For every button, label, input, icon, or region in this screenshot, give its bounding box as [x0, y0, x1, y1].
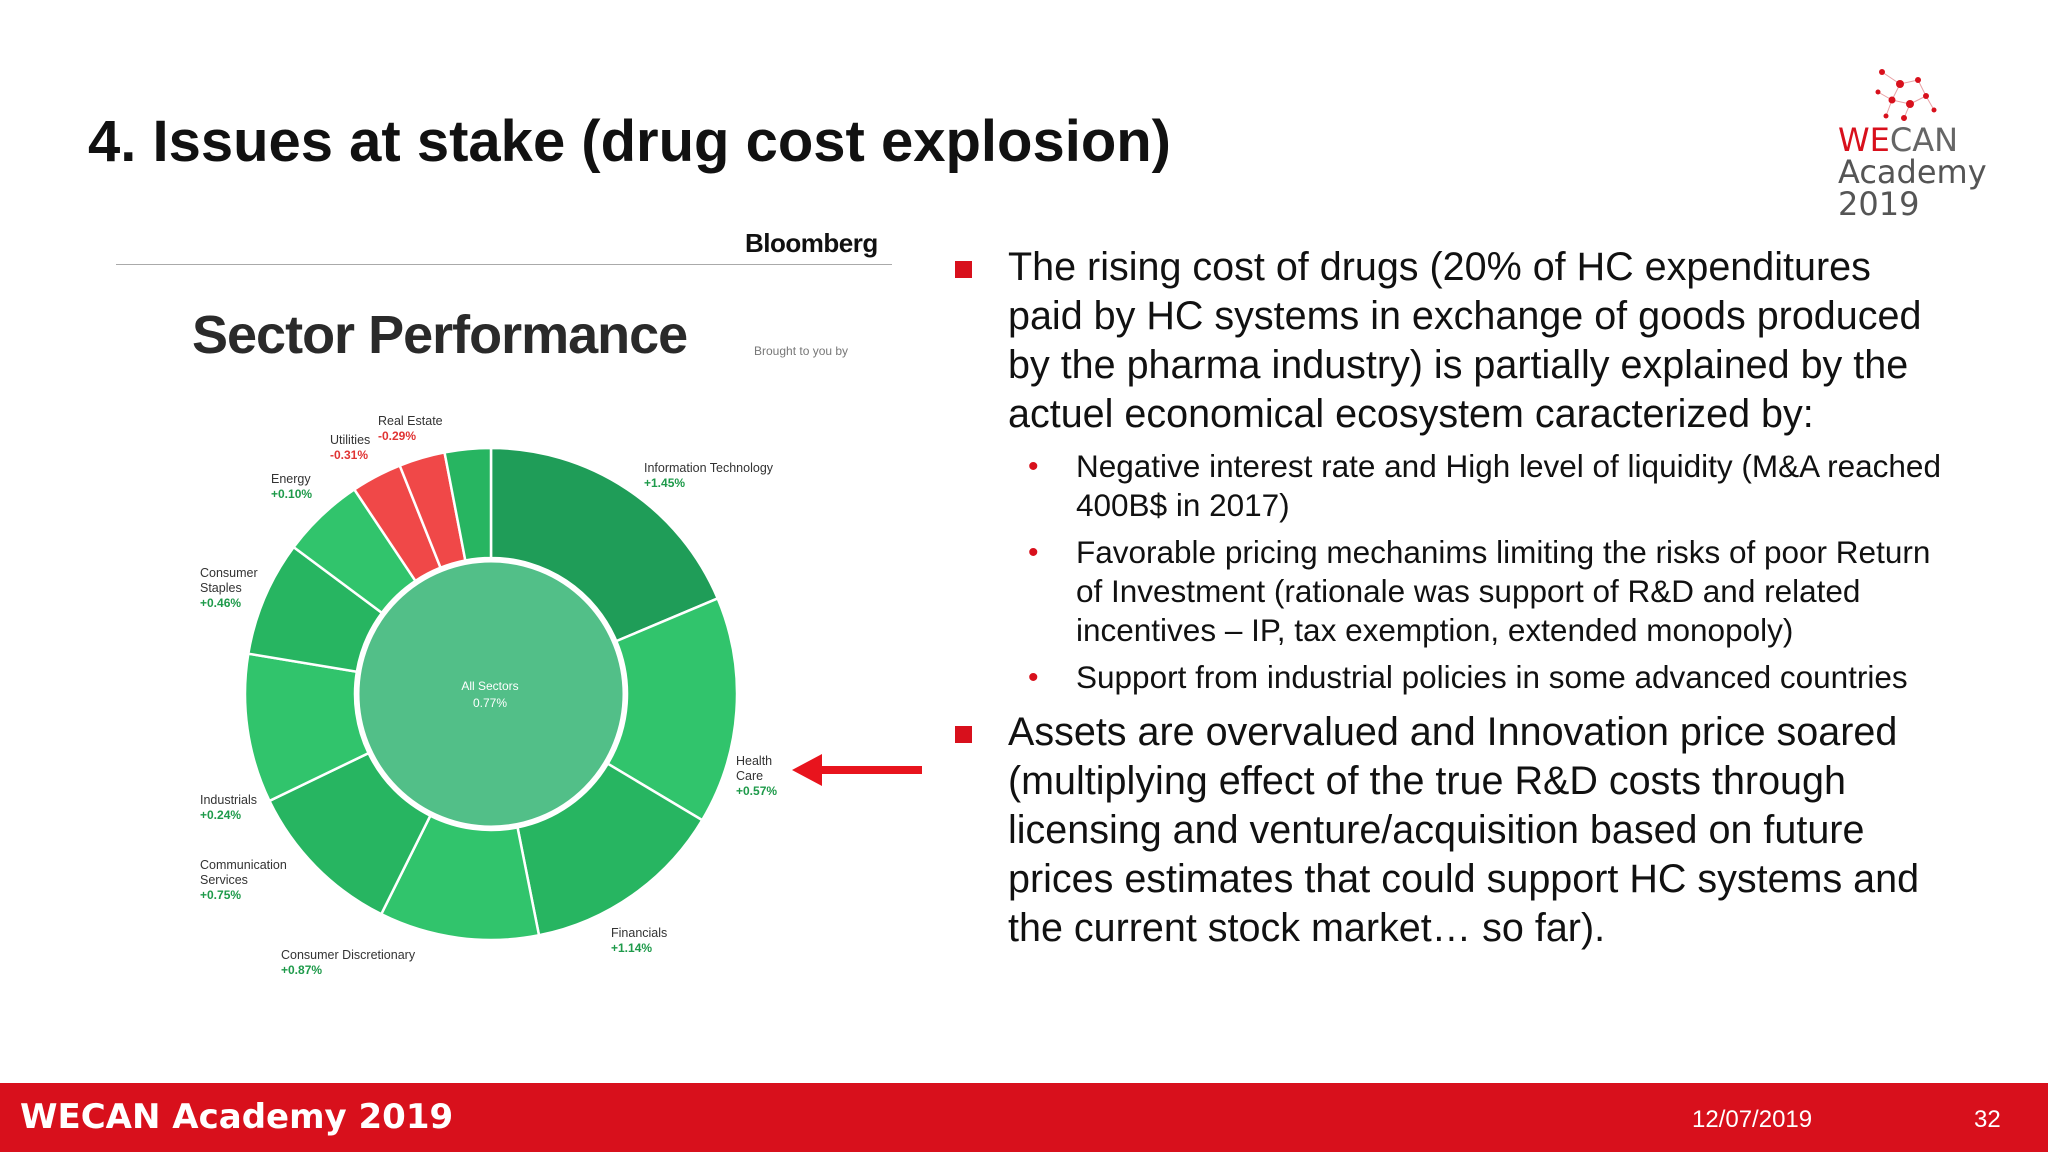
- chart-title: Sector Performance: [192, 305, 688, 365]
- square-bullet-icon: [955, 261, 972, 278]
- label-real-estate-name: Real Estate: [378, 414, 443, 428]
- center-label: All Sectors 0.77%: [440, 678, 540, 712]
- sub-bullet-3-text: Support from industrial policies in some…: [1076, 659, 1908, 695]
- sub-bullet-2-text: Favorable pricing mechanims limiting the…: [1076, 534, 1931, 648]
- wecan-logo-text: WECAN Academy 2019: [1838, 124, 1987, 220]
- footer-brand: WECAN Academy 2019: [20, 1097, 454, 1137]
- bloomberg-source: Bloomberg: [745, 228, 878, 258]
- sector-information-technology: [489, 446, 720, 643]
- bullet-1: The rising cost of drugs (20% of HC expe…: [952, 243, 1952, 439]
- sub-bullet-1: • Negative interest rate and High level …: [952, 447, 1952, 525]
- label-industrials: Industrials +0.24%: [200, 793, 257, 823]
- wecan-logo-network-icon: [1875, 69, 1937, 121]
- label-health-care-value: +0.57%: [736, 784, 778, 798]
- label-information-technology-value: +1.45%: [644, 476, 686, 490]
- dot-bullet-icon: •: [1028, 536, 1039, 569]
- square-bullet-icon: [955, 726, 972, 743]
- sponsor-text: Brought to you by: [754, 344, 849, 358]
- logo-can: CAN: [1889, 121, 1959, 159]
- red-arrow-icon: [792, 754, 922, 786]
- label-information-technology-name: Information Technology: [644, 461, 774, 475]
- label-energy-value: +0.10%: [271, 487, 313, 501]
- sub-bullet-2: • Favorable pricing mechanims limiting t…: [952, 533, 1952, 650]
- label-communication-services-value: +0.75%: [200, 888, 242, 902]
- label-information-technology: Information Technology +1.45%: [644, 461, 773, 491]
- logo-academy: Academy: [1838, 153, 1987, 191]
- bullet-1-text: The rising cost of drugs (20% of HC expe…: [1008, 245, 1922, 436]
- logo-we: WE: [1838, 121, 1890, 159]
- footer-bar: [0, 1083, 2048, 1152]
- label-consumer-discretionary: Consumer Discretionary +0.87%: [281, 948, 415, 978]
- label-financials-name: Financials: [611, 926, 668, 940]
- label-consumer-discretionary-value: +0.87%: [281, 963, 323, 977]
- bullet-2-text: Assets are overvalued and Innovation pri…: [1008, 710, 1920, 950]
- bullet-list: The rising cost of drugs (20% of HC expe…: [952, 243, 1952, 953]
- label-energy: Energy +0.10%: [271, 472, 312, 502]
- label-real-estate-value: -0.29%: [378, 429, 417, 443]
- label-financials: Financials +1.14%: [611, 926, 667, 956]
- sector-materials: [443, 446, 493, 562]
- label-financials-value: +1.14%: [611, 941, 653, 955]
- label-consumer-discretionary-name: Consumer Discretionary: [281, 948, 416, 962]
- label-energy-name: Energy: [271, 472, 311, 486]
- slide-title: 4. Issues at stake (drug cost explosion): [88, 109, 1171, 174]
- label-consumer-staples-value: +0.46%: [200, 596, 242, 610]
- label-health-care-name: Health Care: [736, 754, 773, 783]
- label-consumer-staples-name: Consumer Staples: [200, 566, 258, 595]
- label-industrials-name: Industrials: [200, 793, 257, 807]
- label-utilities: Utilities -0.31%: [330, 433, 370, 463]
- footer-page-number: 32: [1974, 1106, 2001, 1133]
- center-label-name: All Sectors: [461, 679, 519, 693]
- label-utilities-value: -0.31%: [330, 448, 369, 462]
- footer-date: 12/07/2019: [1692, 1106, 1813, 1133]
- dot-bullet-icon: •: [1028, 450, 1039, 483]
- label-communication-services: Communication Services +0.75%: [200, 858, 320, 903]
- sub-bullet-1-text: Negative interest rate and High level of…: [1076, 448, 1941, 523]
- bullet-2: Assets are overvalued and Innovation pri…: [952, 708, 1952, 953]
- sub-bullet-3: • Support from industrial policies in so…: [952, 658, 1952, 697]
- label-real-estate: Real Estate -0.29%: [378, 414, 443, 444]
- center-label-value: 0.77%: [472, 696, 508, 710]
- label-utilities-name: Utilities: [330, 433, 371, 447]
- logo-year: 2019: [1838, 185, 1920, 223]
- label-consumer-staples: Consumer Staples +0.46%: [200, 566, 270, 611]
- label-health-care: Health Care +0.57%: [736, 754, 784, 799]
- label-communication-services-name: Communication Services: [200, 858, 287, 887]
- label-industrials-value: +0.24%: [200, 808, 242, 822]
- center-all-sectors: [356, 559, 626, 829]
- dot-bullet-icon: •: [1028, 661, 1039, 694]
- figure-divider: [116, 264, 892, 265]
